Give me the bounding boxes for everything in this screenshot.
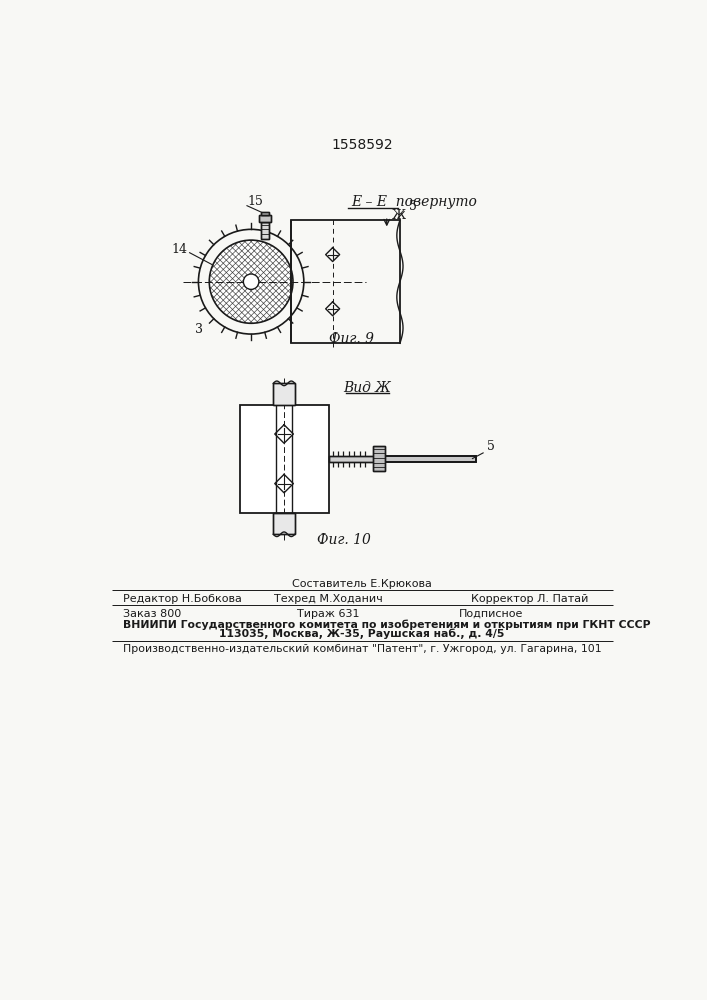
Text: E – E  повернуто: E – E повернуто: [351, 195, 477, 209]
Bar: [261, 212, 269, 215]
Text: Ж: Ж: [392, 209, 406, 222]
Bar: [259, 215, 271, 222]
Bar: [261, 222, 269, 239]
Text: Заказ 800: Заказ 800: [123, 609, 182, 619]
Bar: [291, 220, 400, 343]
Circle shape: [243, 274, 259, 289]
Bar: [273, 513, 295, 534]
Text: 15: 15: [247, 195, 263, 208]
Bar: [373, 446, 385, 471]
Text: Корректор Л. Патай: Корректор Л. Патай: [472, 594, 589, 604]
Text: Фиг. 10: Фиг. 10: [317, 533, 371, 547]
Bar: [240, 405, 329, 513]
Text: Фиг. 9: Фиг. 9: [329, 332, 375, 346]
Text: Техред М.Ходанич: Техред М.Ходанич: [274, 594, 383, 604]
Bar: [273, 383, 295, 405]
Bar: [261, 212, 269, 215]
Text: Вид Ж: Вид Ж: [344, 381, 391, 395]
Text: Подписное: Подписное: [459, 609, 524, 619]
Bar: [273, 383, 295, 405]
Text: Составитель Е.Крюкова: Составитель Е.Крюкова: [292, 579, 432, 589]
Bar: [329, 456, 379, 462]
Bar: [375, 456, 476, 462]
Text: Производственно-издательский комбинат "Патент", г. Ужгород, ул. Гагарина, 101: Производственно-издательский комбинат "П…: [123, 644, 602, 654]
Text: Редактор Н.Бобкова: Редактор Н.Бобкова: [123, 594, 242, 604]
Text: 3: 3: [195, 323, 204, 336]
Text: 1558592: 1558592: [331, 138, 393, 152]
Bar: [259, 215, 271, 222]
Text: 5: 5: [409, 200, 417, 213]
Text: 5: 5: [487, 440, 496, 453]
Bar: [329, 456, 379, 462]
Bar: [261, 222, 269, 239]
Circle shape: [209, 240, 293, 323]
Text: 113035, Москва, Ж-35, Раушская наб., д. 4/5: 113035, Москва, Ж-35, Раушская наб., д. …: [219, 628, 505, 639]
Bar: [273, 513, 295, 534]
Text: Тираж 631: Тираж 631: [298, 609, 360, 619]
Bar: [375, 456, 476, 462]
Text: 14: 14: [172, 243, 187, 256]
Bar: [373, 446, 385, 471]
Text: ВНИИПИ Государственного комитета по изобретениям и открытиям при ГКНТ СССР: ВНИИПИ Государственного комитета по изоб…: [123, 619, 651, 630]
